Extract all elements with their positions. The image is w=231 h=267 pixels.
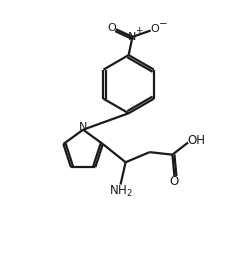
Text: NH$_2$: NH$_2$ — [108, 184, 132, 199]
Text: N: N — [79, 122, 87, 132]
Text: −: − — [158, 19, 167, 29]
Text: N: N — [128, 32, 136, 42]
Text: O: O — [150, 24, 159, 34]
Text: O: O — [107, 23, 115, 33]
Text: OH: OH — [186, 134, 204, 147]
Text: O: O — [169, 175, 178, 188]
Text: +: + — [134, 26, 142, 35]
